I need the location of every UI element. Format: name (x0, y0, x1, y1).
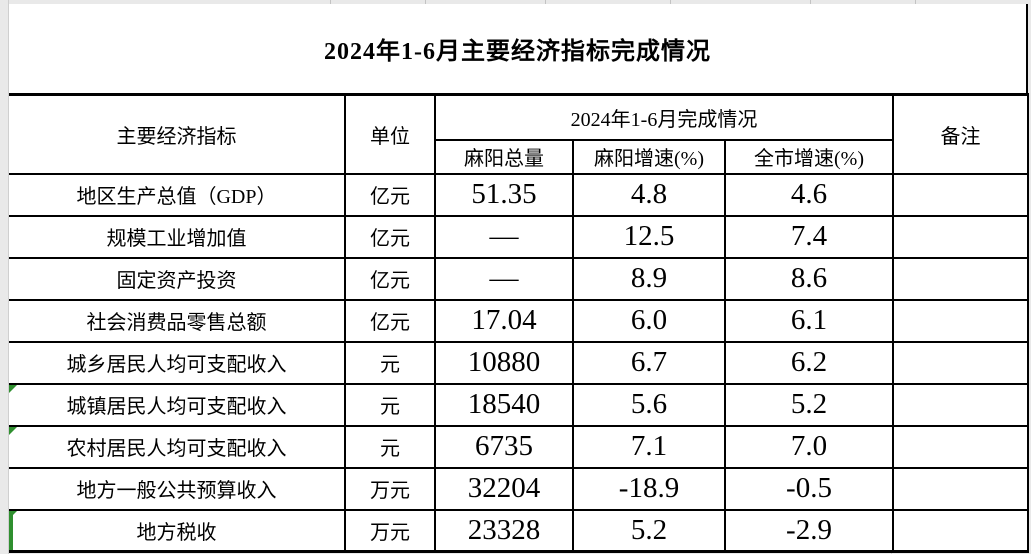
cell-indicator[interactable]: 社会消费品零售总额 (9, 298, 346, 343)
cell-mayang-total[interactable]: 23328 (434, 508, 574, 553)
cell-mayang-growth[interactable]: 5.2 (572, 508, 726, 553)
cell-unit[interactable]: 元 (344, 340, 436, 385)
cell-remark[interactable] (892, 340, 1029, 385)
table-row: 农村居民人均可支配收入 元 6735 7.1 7.0 (9, 424, 1029, 469)
economic-indicators-table: 主要经济指标 单位 2024年1-6月完成情况 备注 麻阳总量 麻阳增速(%) … (9, 93, 1029, 553)
cell-mayang-total[interactable]: 18540 (434, 382, 574, 427)
header-completion-group[interactable]: 2024年1-6月完成情况 (434, 93, 894, 141)
cell-mayang-total[interactable]: — (434, 256, 574, 301)
cell-city-growth[interactable]: 5.2 (724, 382, 894, 427)
cell-city-growth[interactable]: 6.2 (724, 340, 894, 385)
cell-mayang-growth[interactable]: 12.5 (572, 214, 726, 259)
table-row: 地方一般公共预算收入 万元 32204 -18.9 -0.5 (9, 466, 1029, 511)
cell-remark[interactable] (892, 508, 1029, 553)
cell-mayang-total[interactable]: 51.35 (434, 172, 574, 217)
cell-city-growth[interactable]: 6.1 (724, 298, 894, 343)
header-indicator[interactable]: 主要经济指标 (9, 93, 346, 175)
table-title: 2024年1-6月主要经济指标完成情况 (324, 39, 711, 65)
cell-unit[interactable]: 亿元 (344, 256, 436, 301)
cell-indicator[interactable]: 城镇居民人均可支配收入 (9, 382, 346, 427)
gridline-tick (330, 0, 331, 4)
cell-indicator[interactable]: 农村居民人均可支配收入 (9, 424, 346, 469)
cell-indicator[interactable]: 城乡居民人均可支配收入 (9, 340, 346, 385)
cell-mayang-growth[interactable]: 5.6 (572, 382, 726, 427)
cell-unit[interactable]: 亿元 (344, 172, 436, 217)
cell-indicator[interactable]: 地方税收 (9, 508, 346, 553)
table-row: 社会消费品零售总额 亿元 17.04 6.0 6.1 (9, 298, 1029, 343)
cell-mayang-total[interactable]: 10880 (434, 340, 574, 385)
table-row: 固定资产投资 亿元 — 8.9 8.6 (9, 256, 1029, 301)
gridline-tick (545, 0, 546, 4)
cell-city-growth[interactable]: 4.6 (724, 172, 894, 217)
table-row: 地方税收 万元 23328 5.2 -2.9 (9, 508, 1029, 553)
table-row: 城镇居民人均可支配收入 元 18540 5.6 5.2 (9, 382, 1029, 427)
cell-remark[interactable] (892, 424, 1029, 469)
cell-remark[interactable] (892, 214, 1029, 259)
gridline-left (8, 0, 9, 554)
cell-indicator[interactable]: 地区生产总值（GDP） (9, 172, 346, 217)
cell-indicator[interactable]: 规模工业增加值 (9, 214, 346, 259)
cell-unit[interactable]: 万元 (344, 466, 436, 511)
cell-mayang-total[interactable]: 32204 (434, 466, 574, 511)
cell-mayang-total[interactable]: 6735 (434, 424, 574, 469)
table-row: 地区生产总值（GDP） 亿元 51.35 4.8 4.6 (9, 172, 1029, 217)
table-row: 规模工业增加值 亿元 — 12.5 7.4 (9, 214, 1029, 259)
header-mayang-total[interactable]: 麻阳总量 (434, 138, 574, 175)
cell-mayang-growth[interactable]: 4.8 (572, 172, 726, 217)
cell-city-growth[interactable]: -2.9 (724, 508, 894, 553)
cell-unit[interactable]: 元 (344, 382, 436, 427)
cell-indicator[interactable]: 地方一般公共预算收入 (9, 466, 346, 511)
cell-indicator[interactable]: 固定资产投资 (9, 256, 346, 301)
header-mayang-growth[interactable]: 麻阳增速(%) (572, 138, 726, 175)
cell-city-growth[interactable]: 8.6 (724, 256, 894, 301)
cell-remark[interactable] (892, 382, 1029, 427)
cell-unit[interactable]: 元 (344, 424, 436, 469)
cell-remark[interactable] (892, 172, 1029, 217)
cell-remark[interactable] (892, 466, 1029, 511)
cell-city-growth[interactable]: 7.0 (724, 424, 894, 469)
cell-unit[interactable]: 亿元 (344, 214, 436, 259)
cell-mayang-growth[interactable]: -18.9 (572, 466, 726, 511)
cell-city-growth[interactable]: -0.5 (724, 466, 894, 511)
header-remark[interactable]: 备注 (892, 93, 1029, 175)
table-row: 城乡居民人均可支配收入 元 10880 6.7 6.2 (9, 340, 1029, 385)
cell-city-growth[interactable]: 7.4 (724, 214, 894, 259)
cell-mayang-total[interactable]: 17.04 (434, 298, 574, 343)
table-title-cell[interactable]: 2024年1-6月主要经济指标完成情况 (9, 4, 1028, 93)
header-city-growth[interactable]: 全市增速(%) (724, 138, 894, 175)
cell-mayang-growth[interactable]: 7.1 (572, 424, 726, 469)
cell-remark[interactable] (892, 256, 1029, 301)
cell-mayang-growth[interactable]: 8.9 (572, 256, 726, 301)
cell-remark[interactable] (892, 298, 1029, 343)
cell-mayang-total[interactable]: — (434, 214, 574, 259)
gridline-tick (915, 0, 916, 4)
gridline-tick (810, 0, 811, 4)
cell-unit[interactable]: 亿元 (344, 298, 436, 343)
cell-mayang-growth[interactable]: 6.7 (572, 340, 726, 385)
gridline-tick (425, 0, 426, 4)
cell-mayang-growth[interactable]: 6.0 (572, 298, 726, 343)
header-unit[interactable]: 单位 (344, 93, 436, 175)
gridline-tick (670, 0, 671, 4)
cell-unit[interactable]: 万元 (344, 508, 436, 553)
